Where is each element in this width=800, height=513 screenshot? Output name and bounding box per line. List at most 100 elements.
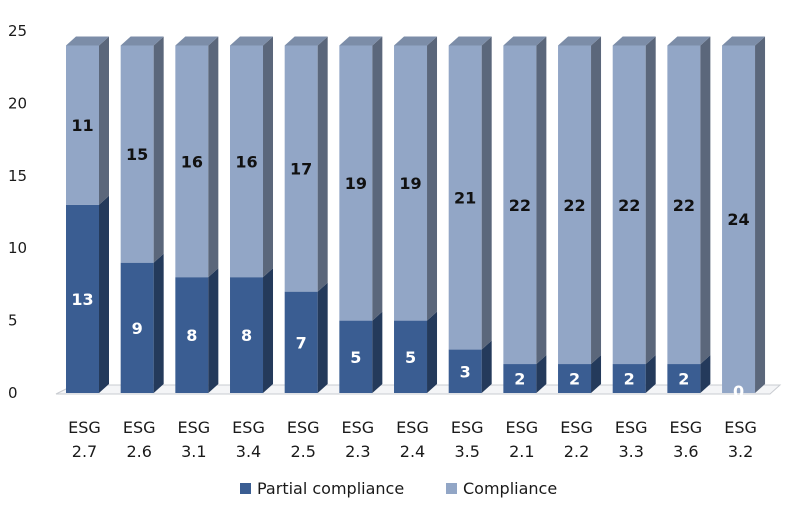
bar-segment-compliance <box>66 45 99 205</box>
data-label: 16 <box>181 152 203 171</box>
x-tick-label: ESG 2.4 <box>396 418 429 461</box>
bar-side-face <box>153 36 164 263</box>
bar-side-face <box>99 195 109 393</box>
bar-segment-compliance <box>120 45 154 263</box>
x-tick-label-line: 3.5 <box>454 442 479 461</box>
bar-segment-partial-compliance <box>612 364 646 393</box>
data-label: 9 <box>132 319 143 338</box>
bar-top-cap <box>66 36 109 46</box>
data-label: 22 <box>509 196 531 215</box>
x-tick-label: ESG 3.3 <box>615 418 648 461</box>
x-tick-label-line: 2.3 <box>345 442 370 461</box>
x-tick-label-line: 2.7 <box>72 442 97 461</box>
bar-top-cap <box>448 36 492 46</box>
x-tick-label-line: ESG <box>178 418 211 437</box>
y-axis: 0 5 10 15 20 25 <box>8 22 27 402</box>
bar-segment-partial-compliance <box>503 364 537 393</box>
legend: Partial compliance Compliance <box>240 479 557 498</box>
x-tick-label-line: ESG <box>451 418 484 437</box>
data-label: 24 <box>727 210 749 229</box>
x-tick-label-line: ESG <box>68 418 101 437</box>
data-label: 22 <box>673 196 695 215</box>
bar-side-face <box>427 36 438 321</box>
x-tick-label: ESG 2.2 <box>560 418 593 461</box>
y-tick-label: 10 <box>8 239 27 257</box>
x-tick-label-line: ESG <box>506 418 539 437</box>
data-label: 8 <box>241 326 252 345</box>
bar-segment-partial-compliance <box>667 364 701 393</box>
bar-top-cap <box>722 36 766 46</box>
x-tick-label-line: ESG <box>560 418 593 437</box>
bar-top-cap <box>284 36 328 46</box>
x-tick-label-line: 2.4 <box>400 442 425 461</box>
data-label: 2 <box>514 370 525 389</box>
bar-side-face <box>700 355 711 393</box>
bar-side-face <box>317 282 328 393</box>
x-tick-label-line: ESG <box>615 418 648 437</box>
bar-side-face <box>536 355 547 393</box>
data-label: 3 <box>460 362 471 381</box>
bar-side-face <box>591 36 602 365</box>
data-label: 19 <box>399 174 421 193</box>
bar-segment-compliance <box>722 45 756 393</box>
x-tick-label: ESG 2.7 <box>68 418 101 461</box>
data-label: 0 <box>733 382 744 401</box>
bar-side-face <box>755 36 766 393</box>
legend-label: Compliance <box>463 479 557 498</box>
x-tick-label-line: 3.2 <box>728 442 753 461</box>
data-label: 2 <box>678 370 689 389</box>
bar-side-face <box>99 36 109 205</box>
y-tick-label: 0 <box>8 384 18 402</box>
x-tick-label-line: ESG <box>287 418 320 437</box>
bar-top-cap <box>667 36 711 46</box>
bar-top-cap <box>339 36 383 46</box>
data-label: 19 <box>345 174 367 193</box>
x-tick-label-line: 2.1 <box>509 442 534 461</box>
y-tick-label: 5 <box>8 312 18 330</box>
data-label: 5 <box>405 348 416 367</box>
bar-segment-partial-compliance <box>339 320 373 393</box>
bar-side-face <box>208 36 219 278</box>
data-label: 5 <box>350 348 361 367</box>
bar-segment-partial-compliance <box>284 291 318 393</box>
bar-top-cap <box>503 36 547 46</box>
x-tick-label-line: ESG <box>670 418 703 437</box>
bar-side-face <box>263 36 274 278</box>
x-tick-label-line: ESG <box>342 418 375 437</box>
data-label: 11 <box>71 116 93 135</box>
bar-segment-compliance <box>503 45 537 365</box>
bar-segment-compliance <box>284 45 318 292</box>
bar-segment-compliance <box>612 45 646 365</box>
x-tick-label: ESG 2.5 <box>287 418 320 461</box>
bar-side-face <box>208 268 219 393</box>
bar-side-face <box>317 36 328 292</box>
bar-segment-partial-compliance <box>120 262 154 393</box>
x-tick-label: ESG 3.5 <box>451 418 484 461</box>
data-label: 2 <box>569 370 580 389</box>
data-label: 22 <box>563 196 585 215</box>
bar-segment-compliance <box>394 45 428 321</box>
x-tick-label-line: ESG <box>724 418 757 437</box>
bar-top-cap <box>558 36 602 46</box>
bar-segment-partial-compliance <box>230 277 264 393</box>
bar-side-face <box>153 253 164 393</box>
bar-segment-compliance <box>558 45 592 365</box>
x-tick-label: ESG 3.1 <box>178 418 211 461</box>
bar-top-cap <box>230 36 274 46</box>
bar-side-face <box>645 355 656 393</box>
x-tick-label: ESG 2.6 <box>123 418 156 461</box>
data-label: 13 <box>71 290 93 309</box>
data-label: 7 <box>296 333 307 352</box>
bar-segment-partial-compliance <box>558 364 592 393</box>
bar-segment-compliance <box>230 45 264 278</box>
x-tick-label-line: ESG <box>123 418 156 437</box>
bar-segment-partial-compliance <box>394 320 428 393</box>
x-tick-label-line: 2.5 <box>290 442 315 461</box>
x-tick-label: ESG 3.6 <box>670 418 703 461</box>
data-label: 21 <box>454 189 476 208</box>
y-tick-label: 20 <box>8 94 27 112</box>
bar-top-cap <box>120 36 164 46</box>
bar-segment-compliance <box>175 45 209 278</box>
x-tick-label-line: 2.2 <box>564 442 589 461</box>
